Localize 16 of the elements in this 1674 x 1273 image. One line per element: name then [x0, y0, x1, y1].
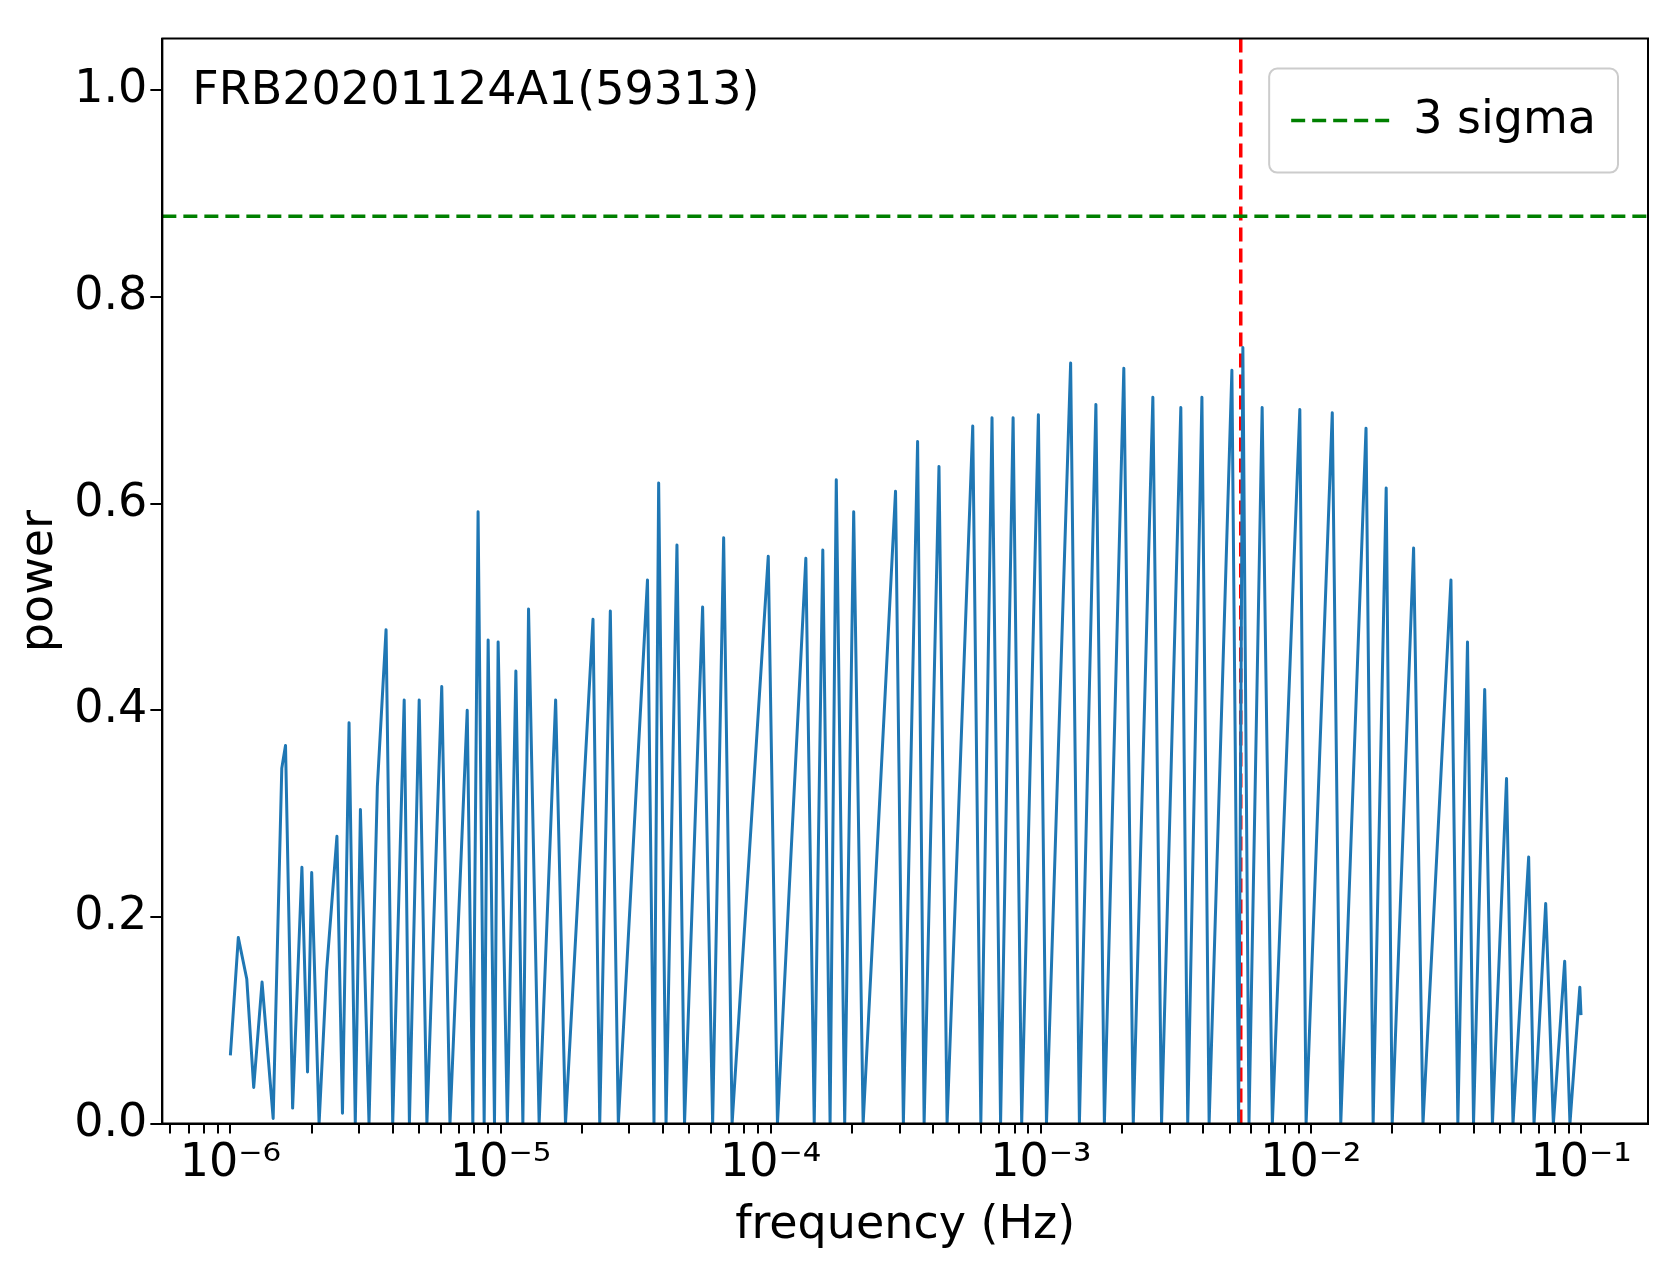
y-tick-label: 0.6	[74, 472, 148, 527]
legend-label: 3 sigma	[1413, 89, 1597, 144]
y-axis-title: power	[8, 509, 63, 653]
y-tick-label: 0.8	[74, 265, 148, 320]
y-tick-label: 0.2	[74, 885, 148, 940]
y-tick-label: 0.0	[74, 1092, 148, 1147]
y-tick-label: 1.0	[74, 59, 148, 114]
text: FRB20201124A1(59313)	[192, 60, 760, 115]
x-tick-label: 10⁻³	[990, 1133, 1092, 1188]
x-tick-label: 10⁻¹	[1530, 1133, 1632, 1188]
x-axis-title: frequency (Hz)	[735, 1195, 1076, 1250]
x-tick-label: 10⁻⁶	[179, 1133, 282, 1188]
x-tick-label: 10⁻²	[1260, 1133, 1362, 1188]
x-tick-label: 10⁻⁴	[720, 1133, 822, 1188]
x-tick-label: 10⁻⁵	[449, 1133, 552, 1188]
y-tick-label: 0.4	[74, 679, 148, 734]
